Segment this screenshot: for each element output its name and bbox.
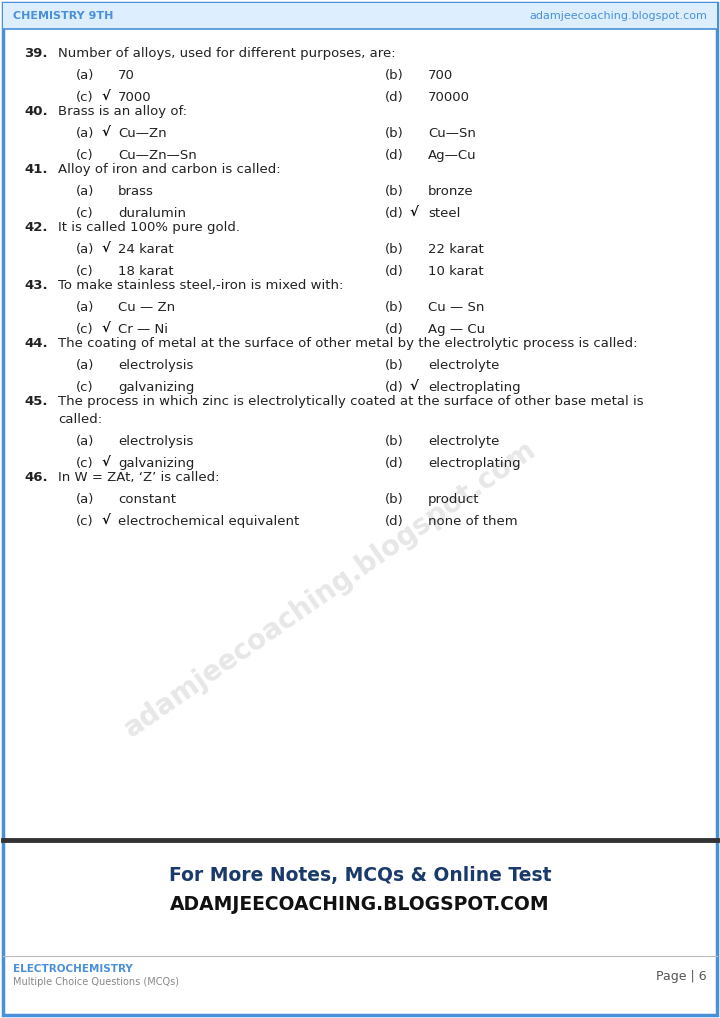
Text: The coating of metal at the surface of other metal by the electrolytic process i: The coating of metal at the surface of o…: [58, 337, 637, 350]
Text: (d): (d): [385, 323, 404, 336]
Text: CHEMISTRY 9TH: CHEMISTRY 9TH: [13, 11, 113, 21]
Text: 42.: 42.: [24, 221, 48, 234]
Text: √: √: [101, 323, 110, 336]
Text: adamjeecoaching.blogspot.com: adamjeecoaching.blogspot.com: [119, 435, 541, 743]
Text: 10 karat: 10 karat: [428, 265, 484, 278]
Text: √: √: [410, 207, 419, 220]
Text: duralumin: duralumin: [118, 207, 186, 220]
Text: (d): (d): [385, 91, 404, 104]
Text: 700: 700: [428, 69, 454, 82]
Text: Cu—Zn: Cu—Zn: [118, 127, 166, 140]
Text: 44.: 44.: [24, 337, 48, 350]
Text: electrolyte: electrolyte: [428, 435, 500, 448]
Text: galvanizing: galvanizing: [118, 381, 194, 394]
Bar: [3, 3, 717, 29]
Text: √: √: [101, 457, 110, 470]
Text: For More Notes, MCQs & Online Test: For More Notes, MCQs & Online Test: [168, 866, 552, 885]
Text: (c): (c): [76, 323, 94, 336]
Text: 40.: 40.: [24, 105, 48, 118]
Text: (a): (a): [76, 69, 94, 82]
Text: electroplating: electroplating: [428, 457, 521, 470]
Text: (a): (a): [76, 243, 94, 256]
Text: (c): (c): [76, 91, 94, 104]
Text: In W = ZAt, ‘Z’ is called:: In W = ZAt, ‘Z’ is called:: [58, 471, 220, 484]
Text: electrolysis: electrolysis: [118, 359, 194, 372]
Text: (a): (a): [76, 185, 94, 197]
Text: 24 karat: 24 karat: [118, 243, 174, 256]
Text: It is called 100% pure gold.: It is called 100% pure gold.: [58, 221, 240, 234]
Text: Cu — Sn: Cu — Sn: [428, 301, 485, 314]
Text: (a): (a): [76, 359, 94, 372]
Text: (d): (d): [385, 149, 404, 162]
Text: (b): (b): [385, 359, 404, 372]
Text: To make stainless steel,-iron is mixed with:: To make stainless steel,-iron is mixed w…: [58, 279, 343, 292]
Text: (c): (c): [76, 207, 94, 220]
Text: Brass is an alloy of:: Brass is an alloy of:: [58, 105, 187, 118]
Text: Page | 6: Page | 6: [657, 970, 707, 983]
Text: (b): (b): [385, 127, 404, 140]
Text: electrolyte: electrolyte: [428, 359, 500, 372]
Text: Multiple Choice Questions (MCQs): Multiple Choice Questions (MCQs): [13, 977, 179, 987]
Text: Alloy of iron and carbon is called:: Alloy of iron and carbon is called:: [58, 163, 281, 176]
Text: √: √: [410, 381, 419, 394]
Text: called:: called:: [58, 413, 102, 426]
Text: electrochemical equivalent: electrochemical equivalent: [118, 515, 300, 528]
Text: Ag—Cu: Ag—Cu: [428, 149, 477, 162]
Text: (a): (a): [76, 301, 94, 314]
Text: Cu—Zn—Sn: Cu—Zn—Sn: [118, 149, 197, 162]
Text: 22 karat: 22 karat: [428, 243, 484, 256]
Text: 70000: 70000: [428, 91, 470, 104]
Text: (c): (c): [76, 265, 94, 278]
Text: 39.: 39.: [24, 47, 48, 60]
Text: bronze: bronze: [428, 185, 474, 197]
Text: 43.: 43.: [24, 279, 48, 292]
Text: (d): (d): [385, 457, 404, 470]
Text: galvanizing: galvanizing: [118, 457, 194, 470]
Text: √: √: [101, 243, 110, 256]
Text: Number of alloys, used for different purposes, are:: Number of alloys, used for different pur…: [58, 47, 395, 60]
Text: electrolysis: electrolysis: [118, 435, 194, 448]
Text: (d): (d): [385, 207, 404, 220]
Text: (c): (c): [76, 515, 94, 528]
Text: steel: steel: [428, 207, 460, 220]
Text: (b): (b): [385, 243, 404, 256]
Text: 45.: 45.: [24, 395, 48, 408]
Text: ELECTROCHEMISTRY: ELECTROCHEMISTRY: [13, 964, 132, 974]
Text: (a): (a): [76, 127, 94, 140]
Text: √: √: [101, 515, 110, 528]
Text: none of them: none of them: [428, 515, 518, 528]
Text: product: product: [428, 493, 480, 506]
Text: ADAMJEECOACHING.BLOGSPOT.COM: ADAMJEECOACHING.BLOGSPOT.COM: [170, 895, 550, 914]
Text: (b): (b): [385, 69, 404, 82]
Text: electroplating: electroplating: [428, 381, 521, 394]
Text: Cu — Zn: Cu — Zn: [118, 301, 175, 314]
Text: Cr — Ni: Cr — Ni: [118, 323, 168, 336]
Text: 70: 70: [118, 69, 135, 82]
Text: Ag — Cu: Ag — Cu: [428, 323, 485, 336]
Text: (d): (d): [385, 265, 404, 278]
Text: (d): (d): [385, 515, 404, 528]
Text: (a): (a): [76, 435, 94, 448]
Text: brass: brass: [118, 185, 154, 197]
Text: (c): (c): [76, 149, 94, 162]
Text: √: √: [101, 127, 110, 140]
Text: (b): (b): [385, 493, 404, 506]
Text: Cu—Sn: Cu—Sn: [428, 127, 476, 140]
Text: adamjeecoaching.blogspot.com: adamjeecoaching.blogspot.com: [529, 11, 707, 21]
Text: 18 karat: 18 karat: [118, 265, 174, 278]
Text: 7000: 7000: [118, 91, 152, 104]
Text: (c): (c): [76, 457, 94, 470]
Text: (b): (b): [385, 301, 404, 314]
Text: (b): (b): [385, 435, 404, 448]
Text: (b): (b): [385, 185, 404, 197]
Text: constant: constant: [118, 493, 176, 506]
Text: (a): (a): [76, 493, 94, 506]
Text: 46.: 46.: [24, 471, 48, 484]
Text: 41.: 41.: [24, 163, 48, 176]
Text: (c): (c): [76, 381, 94, 394]
Text: The process in which zinc is electrolytically coated at the surface of other bas: The process in which zinc is electrolyti…: [58, 395, 644, 408]
Text: (d): (d): [385, 381, 404, 394]
Text: √: √: [101, 91, 110, 104]
